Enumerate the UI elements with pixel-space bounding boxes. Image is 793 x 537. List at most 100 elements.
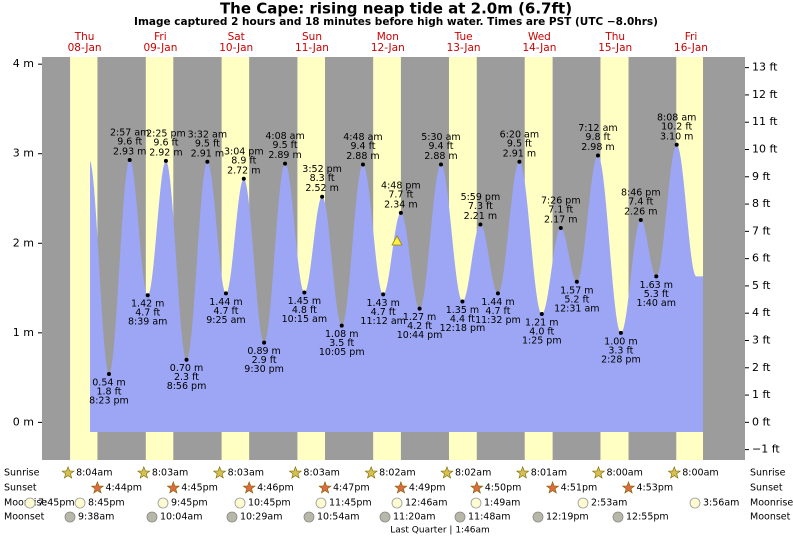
y2-tick-label: 1 ft — [752, 388, 771, 401]
moonset-time: 12:19pm — [546, 512, 589, 523]
sunrise-time: 8:02am — [455, 468, 491, 479]
tide-label: 6:20 am — [500, 129, 539, 140]
tide-label: 11:32 pm — [475, 315, 521, 326]
tide-label: 8:08 am — [657, 112, 696, 123]
y2-tick-label: 9 ft — [752, 170, 771, 183]
moonrise-time: 11:45pm — [329, 498, 372, 509]
tide-label: 9.5 ft — [507, 138, 532, 149]
tide-label: 1.8 ft — [96, 387, 121, 398]
moonset-time: 10:29am — [240, 512, 282, 523]
tide-label: 2.89 m — [268, 150, 301, 161]
tide-label: 4:48 pm — [381, 180, 421, 191]
moonset-icon — [454, 511, 466, 523]
tide-point — [106, 372, 111, 377]
moonrise-icon — [315, 497, 327, 509]
tide-label: 2.21 m — [464, 211, 497, 222]
tide-point — [127, 157, 132, 162]
tide-point — [438, 162, 443, 167]
row-label: Moonrise — [750, 498, 793, 509]
tide-label: 1.43 m — [366, 298, 399, 309]
tide-label: 2.3 ft — [174, 372, 199, 383]
moonrise-time: 12:46am — [405, 498, 447, 509]
y-tick-label: 3 m — [13, 147, 34, 160]
tide-point — [163, 158, 168, 163]
tide-label: 1.57 m — [560, 285, 593, 296]
tide-point — [320, 194, 325, 199]
tide-label: 4.4 ft — [450, 314, 475, 325]
tide-point — [618, 330, 623, 335]
weekday-label: Thu — [604, 31, 625, 43]
tide-label: 8:46 pm — [621, 187, 661, 198]
tide-label: 2:28 pm — [601, 354, 641, 365]
moonrise-icon — [577, 497, 589, 509]
weekday-label: Tue — [454, 31, 473, 43]
y2-tick-label: 2 ft — [752, 361, 771, 374]
tide-label: 9.5 ft — [195, 138, 220, 149]
tide-label: 2.93 m — [113, 146, 146, 157]
tide-label: 12:31 am — [554, 303, 599, 314]
tide-label: 4.2 ft — [407, 321, 432, 332]
tide-label: 1:40 am — [637, 298, 676, 309]
moonset-icon — [226, 511, 238, 523]
row-label: Moonset — [4, 512, 45, 523]
tide-point — [495, 291, 500, 296]
moonrise-icon — [234, 497, 246, 509]
tide-label: 9:30 pm — [244, 364, 284, 375]
moonrise-time: 9:45pm — [171, 498, 208, 509]
tide-point — [262, 340, 267, 345]
y2-tick-label: 10 ft — [752, 142, 778, 155]
sunset-icon — [318, 480, 332, 494]
tide-label: 2.98 m — [581, 142, 614, 153]
y2-tick-label: 0 ft — [752, 415, 771, 428]
tide-label: 8.9 ft — [231, 155, 256, 166]
tide-label: 4:08 am — [265, 131, 304, 142]
moonset-icon — [303, 511, 315, 523]
sunrise-time: 8:03am — [303, 468, 339, 479]
y2-tick-label: 12 ft — [752, 88, 778, 101]
tide-label: 4.7 ft — [485, 306, 510, 317]
tide-label: 1.35 m — [446, 305, 479, 316]
sunrise-time: 8:00am — [606, 468, 642, 479]
tide-point — [145, 293, 150, 298]
moonrise-icon — [74, 497, 86, 509]
y2-tick-label: 11 ft — [752, 115, 778, 128]
tide-label: 9:25 am — [206, 315, 245, 326]
tide-label: 2.9 ft — [252, 355, 277, 366]
sunrise-time: 8:01am — [531, 468, 567, 479]
moonset-time: 9:38am — [78, 512, 114, 523]
tide-label: 3.5 ft — [329, 338, 354, 349]
date-label: 08-Jan — [68, 42, 102, 54]
y2-tick-label: 3 ft — [752, 333, 771, 346]
tide-label: 2.34 m — [384, 199, 417, 210]
tide-label: 9.4 ft — [350, 141, 375, 152]
moonset-time: 10:54am — [317, 512, 359, 523]
row-label: Sunset — [4, 483, 37, 494]
tide-label: 8.3 ft — [310, 173, 335, 184]
row-label: Sunset — [750, 483, 783, 494]
weekday-label: Mon — [377, 31, 399, 43]
tide-label: 1.27 m — [403, 312, 436, 323]
sunrise-icon — [667, 465, 682, 479]
moonset-icon — [64, 511, 76, 523]
date-label: 11-Jan — [295, 42, 329, 54]
tide-label: 11:12 am — [360, 316, 405, 327]
y-tick-label: 1 m — [13, 326, 34, 339]
y-tick-label: 0 m — [13, 415, 34, 428]
tide-label: 2.88 m — [424, 151, 457, 162]
chart-subtitle: Image captured 2 hours and 18 minutes be… — [134, 16, 658, 28]
tide-label: 5:30 am — [421, 132, 460, 143]
plot-foreground: 0 m 1 m 2 m 3 m 4 m −1 ft 0 ft 1 ft 2 ft 3 ft 4 ft… — [4, 57, 793, 522]
moonrise-time: 1:49am — [484, 498, 520, 509]
moonrise-time: 8:45pm — [88, 498, 125, 509]
moonset-icon — [532, 511, 544, 523]
tide-label: 1:25 pm — [522, 336, 562, 347]
tide-label: 10:05 pm — [319, 347, 365, 358]
sunset-icon — [621, 480, 636, 494]
tide-label: 2:57 am — [110, 127, 149, 138]
chart-title: The Cape: rising neap tide at 2.0m (6.7f… — [220, 0, 572, 18]
moonrise-icon — [470, 497, 482, 509]
moonset-time: 10:04am — [160, 512, 202, 523]
tide-label: 10:15 am — [282, 314, 327, 325]
weekday-label: Sat — [228, 31, 245, 43]
moonrise-time: 10:45pm — [248, 498, 291, 509]
